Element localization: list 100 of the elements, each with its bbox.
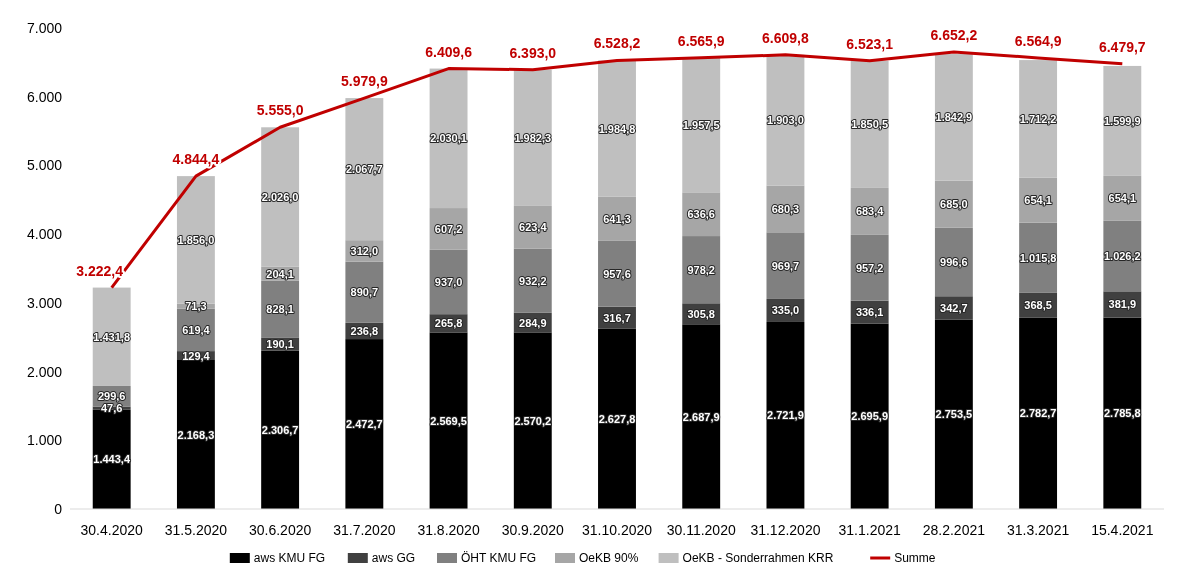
bar: [345, 339, 384, 509]
bar: [429, 332, 468, 509]
x-tick-label: 31.3.2021: [1006, 522, 1070, 538]
data-label: 2.168,3: [177, 428, 215, 441]
legend-label: OeKB - Sonderrahmen KRR: [682, 551, 834, 565]
data-label: 1.015,8: [1019, 251, 1057, 264]
bar: [513, 69, 552, 206]
data-label: 828,1: [266, 302, 294, 315]
data-label: 5.979,9: [340, 73, 388, 90]
data-label: 2.026,0: [261, 190, 299, 203]
data-label: 623,4: [519, 221, 548, 234]
data-label: 335,0: [771, 304, 800, 317]
bar: [345, 98, 384, 241]
y-tick-label: 1.000: [26, 432, 63, 449]
data-label: 957,2: [855, 261, 884, 274]
data-label: 6.564,9: [1014, 32, 1062, 49]
data-label: 381,9: [1108, 298, 1137, 311]
data-label: 680,3: [771, 202, 800, 215]
bar: [850, 60, 889, 188]
data-label: 284,9: [519, 316, 547, 329]
data-label: 6.479,7: [1098, 38, 1146, 55]
bar: [598, 60, 636, 197]
data-label: 305,8: [687, 307, 715, 320]
data-label: 2.785,8: [1103, 407, 1141, 420]
data-label: 6.565,9: [677, 32, 725, 49]
y-tick-label: 7.000: [26, 20, 63, 36]
bar: [934, 54, 973, 181]
data-label: 6.609,8: [762, 29, 809, 46]
data-label: 654,1: [1108, 192, 1137, 205]
data-label: 2.782,7: [1019, 407, 1057, 420]
x-tick-label: 30.11.2020: [666, 522, 736, 538]
data-label: 299,6: [97, 390, 126, 403]
bar: [1103, 317, 1142, 509]
x-tick-label: 30.6.2020: [248, 522, 312, 538]
data-label: 6.523,1: [846, 35, 894, 52]
data-label: 2.721,9: [767, 409, 804, 422]
data-label: 129,4: [182, 349, 211, 362]
legend-label: Summe: [894, 551, 936, 565]
bar: [598, 328, 636, 509]
data-label: 190,1: [266, 337, 294, 350]
bar: [261, 127, 300, 267]
data-label: 2.472,7: [345, 418, 383, 431]
legend-label: ÖHT KMU FG: [461, 551, 537, 565]
x-tick-label: 28.2.2021: [922, 522, 986, 538]
bar: [850, 323, 889, 509]
legend-label: OeKB 90%: [579, 551, 639, 565]
data-label: 1.842,9: [935, 111, 973, 124]
data-label: 1.982,3: [514, 131, 552, 144]
data-label: 6.409,6: [425, 43, 473, 60]
data-label: 47,6: [100, 402, 123, 415]
y-tick-label: 2.000: [26, 363, 63, 380]
data-label: 996,6: [940, 256, 968, 269]
data-label: 890,7: [350, 286, 379, 299]
data-label: 1.431,8: [93, 330, 131, 343]
data-label: 2.753,5: [935, 408, 973, 421]
data-label: 1.856,0: [177, 233, 215, 246]
y-tick-label: 5.000: [26, 157, 63, 174]
data-label: 1.957,5: [682, 119, 720, 132]
bar: [682, 57, 721, 193]
data-label: 71,3: [185, 300, 207, 313]
bar: [1019, 60, 1058, 178]
data-label: 316,7: [603, 311, 631, 324]
data-label: 2.570,2: [514, 414, 552, 427]
data-label: 6.393,0: [509, 44, 557, 61]
y-tick-label: 3.000: [26, 294, 63, 311]
data-label: 336,1: [855, 306, 884, 319]
data-label: 4.844,4: [172, 151, 220, 168]
legend-label: aws KMU FG: [253, 551, 326, 565]
data-label: 978,2: [687, 263, 715, 276]
data-label: 937,0: [434, 275, 463, 288]
data-label: 368,5: [1024, 299, 1052, 312]
bar: [934, 319, 973, 509]
x-tick-label: 31.10.2020: [581, 522, 653, 538]
legend-label: aws GG: [371, 551, 416, 565]
data-label: 312,0: [350, 244, 379, 257]
x-tick-label: 31.1.2021: [838, 522, 901, 538]
data-label: 2.687,9: [682, 410, 720, 423]
bar: [92, 287, 131, 386]
bar: [1103, 65, 1142, 176]
data-label: 3.222,4: [76, 262, 124, 279]
bar: [429, 68, 468, 209]
x-tick-label: 31.12.2020: [750, 522, 821, 538]
y-tick-label: 6.000: [26, 88, 63, 105]
data-label: 236,8: [350, 324, 379, 337]
bar: [261, 350, 300, 509]
data-label: 2.569,5: [430, 414, 467, 427]
data-label: 1.026,2: [1103, 250, 1141, 263]
bar: [176, 360, 215, 509]
y-tick-label: 4.000: [26, 226, 63, 243]
data-label: 619,4: [182, 323, 211, 336]
bar: [766, 54, 805, 186]
data-label: 342,7: [940, 302, 968, 315]
data-label: 1.984,8: [598, 122, 636, 135]
x-tick-label: 15.4.2021: [1091, 522, 1154, 538]
bar: [176, 176, 215, 304]
data-label: 265,8: [434, 317, 463, 330]
data-label: 5.555,0: [256, 102, 304, 119]
data-label: 636,6: [687, 208, 715, 221]
data-label: 957,6: [603, 267, 631, 280]
bar: [1019, 317, 1058, 509]
